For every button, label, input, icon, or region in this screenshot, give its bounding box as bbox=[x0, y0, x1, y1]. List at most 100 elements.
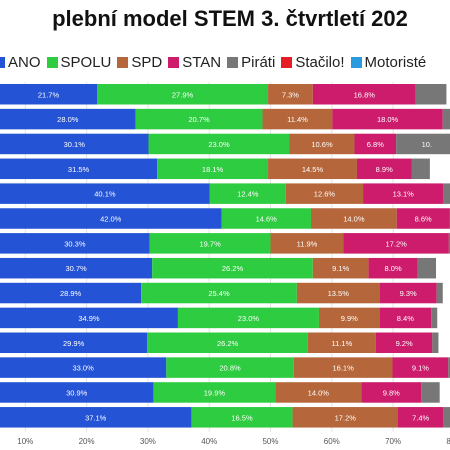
bar-spd bbox=[318, 307, 380, 329]
bar-pir-ti bbox=[421, 382, 440, 403]
bar-pir-ti bbox=[396, 133, 450, 155]
bar-ano bbox=[0, 183, 210, 204]
data-label: 9.3% bbox=[400, 289, 417, 298]
data-label: 13.5% bbox=[328, 289, 350, 298]
data-label: 25.4% bbox=[208, 289, 230, 298]
bar-spolu bbox=[157, 158, 269, 180]
data-label: 11.4% bbox=[287, 115, 308, 124]
data-label: 27.9% bbox=[172, 90, 194, 99]
data-label: 23.0% bbox=[238, 314, 260, 323]
data-label: 11.9% bbox=[297, 239, 318, 248]
bar-spd bbox=[312, 257, 369, 279]
bar-stan bbox=[368, 257, 418, 279]
data-label: 30.7% bbox=[65, 264, 87, 273]
bar-pir-ti bbox=[431, 307, 438, 329]
bar-stan bbox=[354, 133, 397, 155]
x-tick-label: 80% bbox=[446, 437, 450, 446]
bar-ano bbox=[0, 357, 167, 378]
data-label: 30.1% bbox=[64, 140, 86, 149]
data-label: 30.9% bbox=[66, 388, 88, 397]
legend-label: Piráti bbox=[241, 54, 276, 71]
data-label: 10.6% bbox=[311, 140, 333, 149]
bar-spolu bbox=[153, 382, 276, 403]
data-label: 8.4% bbox=[397, 314, 414, 323]
bar-ano bbox=[0, 332, 148, 353]
bar-stan bbox=[398, 407, 444, 428]
data-label: 8.0% bbox=[385, 264, 402, 273]
data-label: 8.6% bbox=[415, 215, 432, 224]
bar-ano bbox=[0, 257, 153, 279]
data-label: 17.2% bbox=[335, 413, 357, 422]
data-label: 20.7% bbox=[188, 115, 210, 124]
x-tick-label: 70% bbox=[385, 437, 401, 446]
data-label: 16.8% bbox=[354, 90, 376, 99]
data-label: 40.1% bbox=[94, 190, 116, 199]
data-label: 12.4% bbox=[237, 190, 259, 199]
data-label: 7.4% bbox=[412, 413, 429, 422]
data-label: 34.9% bbox=[78, 314, 100, 323]
data-label: 6.8% bbox=[367, 140, 384, 149]
bar-spolu bbox=[147, 332, 308, 353]
bar-pir-ti bbox=[415, 84, 447, 105]
data-label: 13.1% bbox=[393, 190, 415, 199]
bar-spolu bbox=[209, 183, 286, 204]
data-label: 11.1% bbox=[332, 339, 353, 348]
bar-spolu bbox=[221, 208, 311, 229]
bar-pir-ti bbox=[432, 332, 439, 353]
bar-spd bbox=[293, 357, 393, 378]
x-tick-label: 40% bbox=[201, 437, 217, 446]
bar-spd bbox=[275, 382, 362, 403]
bar-pir-ti bbox=[443, 407, 450, 428]
chart-title: plební model STEM 3. čtvrtletí 202 bbox=[52, 6, 408, 31]
bar-stan bbox=[379, 307, 432, 329]
data-label: 14.6% bbox=[256, 215, 278, 224]
bar-stan bbox=[363, 183, 444, 204]
bar-ano bbox=[0, 407, 192, 428]
legend-label: SPD bbox=[131, 54, 163, 71]
data-label: 17.2% bbox=[386, 239, 408, 248]
bar-spolu bbox=[141, 282, 297, 304]
data-label: 31.5% bbox=[68, 165, 90, 174]
data-label: 28.0% bbox=[57, 115, 79, 124]
bar-stan bbox=[379, 282, 437, 304]
legend-label: Stačilo! bbox=[295, 54, 345, 71]
bar-stan bbox=[312, 84, 416, 105]
bar-stan bbox=[332, 108, 443, 130]
data-label: 18.0% bbox=[377, 115, 399, 124]
data-label: 12.6% bbox=[314, 190, 336, 199]
bar-ano bbox=[0, 84, 98, 105]
data-label: 28.9% bbox=[60, 289, 82, 298]
legend-label: ANO bbox=[8, 54, 41, 71]
bar-spolu bbox=[166, 357, 294, 378]
bar-pir-ti bbox=[417, 257, 437, 279]
bar-spolu bbox=[191, 407, 293, 428]
bar-stan bbox=[396, 208, 450, 229]
bar-spd bbox=[296, 282, 380, 304]
data-label: 9.2% bbox=[396, 339, 413, 348]
x-tick-label: 60% bbox=[324, 437, 340, 446]
x-tick-label: 10% bbox=[17, 437, 33, 446]
legend-label: Motoristé bbox=[364, 54, 427, 71]
data-label: 14.0% bbox=[308, 388, 330, 397]
legend-item-pir-ti: Piráti bbox=[227, 54, 275, 71]
legend-swatch bbox=[350, 57, 362, 68]
bar-pir-ti bbox=[411, 158, 430, 180]
bar-ano bbox=[0, 208, 222, 229]
legend-item-sta-ilo-: Stačilo! bbox=[281, 54, 345, 71]
bar-spd bbox=[292, 407, 399, 428]
bar-ano bbox=[0, 108, 136, 130]
bar-pir-ti bbox=[436, 282, 443, 304]
bar-spd bbox=[289, 133, 355, 155]
legend-item-ano: ANO bbox=[0, 54, 41, 71]
legend-swatch bbox=[281, 57, 293, 68]
legend-item-spolu: SPOLU bbox=[46, 54, 111, 71]
data-label: 30.3% bbox=[64, 239, 86, 248]
legend-item-spd: SPD bbox=[117, 54, 162, 71]
bar-spolu bbox=[177, 307, 319, 329]
bar-spolu bbox=[97, 84, 269, 105]
data-label: 20.8% bbox=[219, 364, 241, 373]
bar-spd bbox=[268, 84, 313, 105]
bar-ano bbox=[0, 382, 154, 403]
bar-pir-ti bbox=[448, 233, 450, 254]
data-label: 37.1% bbox=[85, 413, 107, 422]
